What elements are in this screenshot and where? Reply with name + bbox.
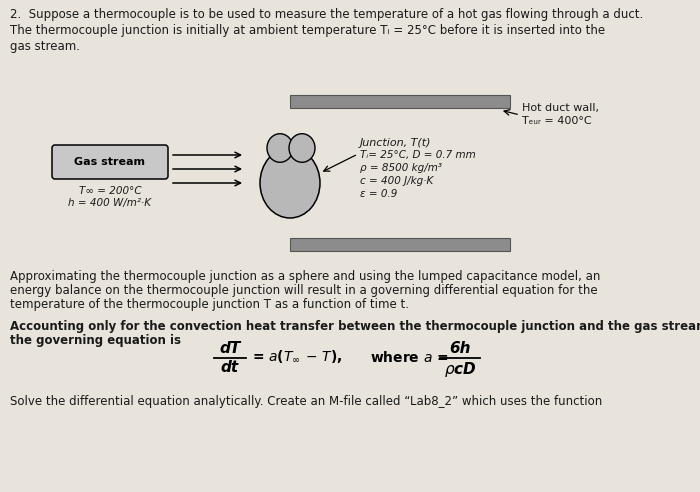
Text: Hot duct wall,: Hot duct wall, [522,103,599,113]
Text: Approximating the thermocouple junction as a sphere and using the lumped capacit: Approximating the thermocouple junction … [10,270,601,283]
Ellipse shape [289,134,315,162]
Text: the governing equation is: the governing equation is [10,334,181,347]
FancyBboxPatch shape [52,145,168,179]
Text: Accounting only for the convection heat transfer between the thermocouple juncti: Accounting only for the convection heat … [10,320,700,333]
Ellipse shape [267,134,293,162]
Text: Tᵢ= 25°C, D = 0.7 mm: Tᵢ= 25°C, D = 0.7 mm [360,150,476,160]
Ellipse shape [260,148,320,218]
Text: $\rho$cD: $\rho$cD [444,360,477,379]
Text: T∞ = 200°C: T∞ = 200°C [78,186,141,196]
Text: Solve the differential equation analytically. Create an M-file called “Lab8_2” w: Solve the differential equation analytic… [10,395,602,408]
Text: 6h: 6h [449,341,470,356]
Text: Tₑᵤᵣ = 400°C: Tₑᵤᵣ = 400°C [522,116,592,126]
Text: ε = 0.9: ε = 0.9 [360,189,398,199]
Text: ρ = 8500 kg/m³: ρ = 8500 kg/m³ [360,163,442,173]
Text: dT: dT [219,341,241,356]
Text: dt: dt [221,360,239,375]
Text: gas stream.: gas stream. [10,40,80,53]
Text: = $\mathit{a}$($\mathit{T}_\infty$ $-$ $\mathit{T}$),: = $\mathit{a}$($\mathit{T}_\infty$ $-$ $… [252,349,342,365]
Bar [290,238,510,251]
Text: temperature of the thermocouple junction T as a function of time t.: temperature of the thermocouple junction… [10,298,409,311]
Text: Gas stream: Gas stream [74,157,146,167]
Text: The thermocouple junction is initially at ambient temperature Tᵢ = 25°C before i: The thermocouple junction is initially a… [10,24,605,37]
Text: h = 400 W/m²·K: h = 400 W/m²·K [69,198,151,208]
Text: 2.  Suppose a thermocouple is to be used to measure the temperature of a hot gas: 2. Suppose a thermocouple is to be used … [10,8,643,21]
Text: Junction, T(t): Junction, T(t) [360,138,431,148]
Text: c = 400 J/kg·K: c = 400 J/kg·K [360,176,433,186]
Text: energy balance on the thermocouple junction will result in a governing different: energy balance on the thermocouple junct… [10,284,598,297]
Text: where $\mathit{a}$ =: where $\mathit{a}$ = [370,349,449,365]
Bar [290,95,510,108]
